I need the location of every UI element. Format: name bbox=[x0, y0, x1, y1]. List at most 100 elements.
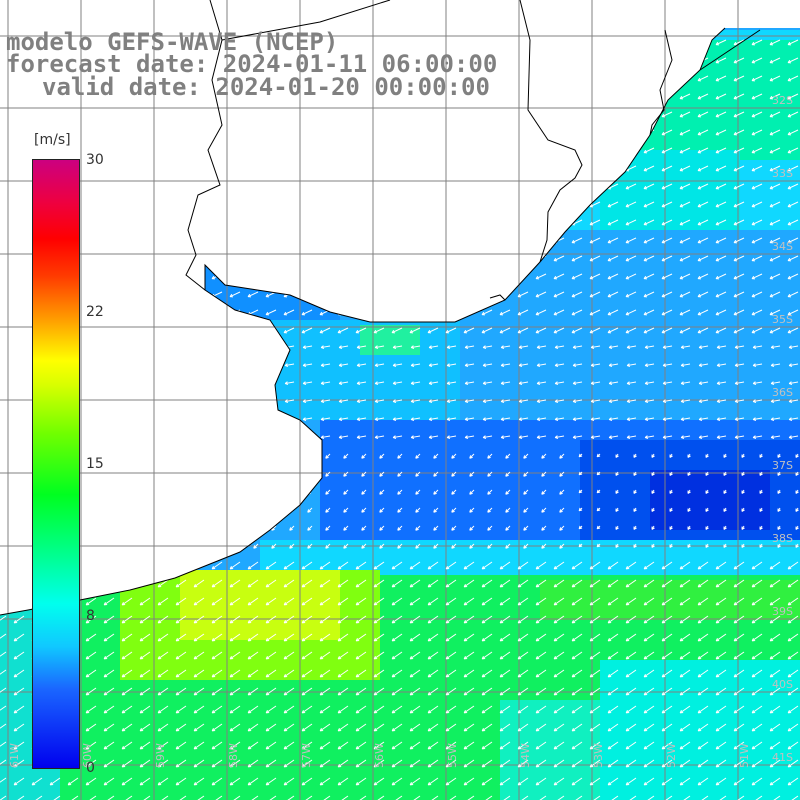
wind-arrow-head bbox=[284, 419, 289, 421]
wind-arrow bbox=[553, 75, 565, 82]
wind-arrow-head bbox=[571, 131, 575, 135]
wind-arrow-head bbox=[590, 383, 595, 385]
wind-arrow-head bbox=[253, 455, 256, 459]
wind-arrow bbox=[253, 525, 259, 531]
wind-arrow bbox=[589, 273, 601, 280]
wind-arrow-head bbox=[265, 203, 269, 207]
wind-arrow bbox=[283, 561, 295, 570]
wind-arrow-head bbox=[487, 546, 491, 549]
wind-arrow-head bbox=[554, 365, 559, 367]
wind-arrow-head bbox=[181, 491, 184, 495]
wind-arrow-head bbox=[464, 383, 469, 385]
wind-arrow bbox=[535, 273, 547, 280]
wind-arrow bbox=[751, 147, 763, 154]
wind-arrow-head bbox=[85, 329, 89, 333]
wind-arrow-head bbox=[301, 239, 305, 243]
wind-arrow-head bbox=[158, 435, 162, 438]
wind-arrow-head bbox=[13, 167, 17, 171]
wind-arrow bbox=[267, 363, 277, 367]
wind-arrow bbox=[195, 417, 205, 421]
wind-arrow bbox=[265, 669, 277, 678]
wind-arrow-head bbox=[109, 455, 112, 459]
wind-arrow bbox=[175, 597, 187, 606]
wind-arrow-head bbox=[176, 365, 181, 367]
wind-arrow bbox=[427, 129, 439, 136]
wind-arrow-head bbox=[271, 510, 275, 513]
wind-arrow-head bbox=[392, 383, 397, 385]
wind-arrow-head bbox=[669, 491, 673, 494]
wind-arrow-head bbox=[139, 311, 143, 315]
wind-arrow bbox=[769, 237, 781, 244]
wind-arrow-head bbox=[14, 401, 19, 403]
wind-arrow-head bbox=[235, 527, 238, 531]
wind-arrow bbox=[19, 507, 25, 513]
wind-arrow-head bbox=[289, 491, 292, 495]
wind-arrow-head bbox=[211, 167, 215, 171]
wind-arrow bbox=[499, 579, 511, 588]
wind-arrow bbox=[141, 417, 151, 421]
wind-arrow-head bbox=[355, 149, 359, 153]
wind-arrow bbox=[627, 363, 637, 367]
wind-arrow bbox=[643, 165, 655, 172]
wind-arrow bbox=[211, 111, 223, 118]
wind-arrow bbox=[157, 651, 169, 660]
wind-arrow-head bbox=[104, 383, 109, 385]
wind-arrow bbox=[85, 561, 97, 570]
wind-arrow bbox=[409, 291, 421, 298]
wind-arrow bbox=[337, 219, 349, 226]
wind-arrow-head bbox=[145, 510, 149, 513]
wind-arrow-head bbox=[499, 221, 503, 225]
wind-arrow-head bbox=[139, 203, 143, 207]
wind-arrow bbox=[697, 237, 709, 244]
wind-arrow bbox=[235, 453, 241, 459]
wind-arrow-head bbox=[157, 149, 161, 153]
wind-arrow bbox=[235, 525, 241, 531]
wind-arrow bbox=[13, 687, 25, 696]
wind-arrow bbox=[645, 435, 655, 439]
wind-arrow bbox=[607, 93, 619, 100]
wind-arrow bbox=[211, 615, 223, 624]
wind-arrow bbox=[591, 345, 601, 349]
wind-arrow bbox=[717, 345, 727, 349]
wind-arrow bbox=[121, 129, 133, 136]
wind-arrow bbox=[265, 651, 277, 660]
wind-arrow bbox=[715, 309, 727, 316]
wind-arrow bbox=[501, 345, 511, 349]
wind-arrow bbox=[769, 219, 781, 226]
wind-arrow-head bbox=[212, 417, 216, 420]
wind-arrow bbox=[0, 633, 7, 642]
wind-arrow-head bbox=[373, 257, 377, 261]
wind-arrow bbox=[265, 183, 277, 190]
wind-arrow-head bbox=[343, 474, 347, 477]
wind-arrow-head bbox=[1, 528, 5, 531]
wind-arrow bbox=[409, 129, 421, 136]
wind-arrow bbox=[355, 309, 367, 316]
wind-arrow-head bbox=[723, 527, 727, 530]
wind-arrow-head bbox=[229, 275, 233, 279]
wind-arrow-head bbox=[289, 546, 293, 549]
wind-arrow bbox=[85, 579, 97, 588]
wind-arrow-head bbox=[163, 456, 167, 459]
wind-arrow-head bbox=[463, 293, 467, 297]
wind-arrow bbox=[229, 561, 241, 570]
wind-arrow-head bbox=[175, 149, 179, 153]
wind-arrow bbox=[375, 345, 385, 349]
wind-arrow-head bbox=[644, 401, 649, 403]
wind-arrow-head bbox=[175, 257, 179, 261]
wind-arrow-head bbox=[248, 365, 253, 367]
wind-arrow-head bbox=[235, 510, 239, 513]
wind-arrow bbox=[247, 651, 259, 660]
wind-arrow bbox=[0, 417, 7, 421]
wind-arrow bbox=[0, 435, 7, 439]
wind-arrow bbox=[733, 561, 745, 570]
wind-arrow bbox=[357, 435, 367, 439]
wind-arrow-head bbox=[643, 131, 647, 135]
wind-arrow-head bbox=[355, 293, 359, 297]
wind-arrow-head bbox=[651, 509, 655, 512]
wind-arrow-head bbox=[194, 401, 199, 403]
wind-arrow bbox=[661, 327, 673, 334]
wind-arrow bbox=[391, 327, 403, 334]
wind-arrow bbox=[663, 417, 673, 421]
wind-arrow bbox=[463, 327, 475, 334]
wind-arrow bbox=[105, 381, 115, 385]
